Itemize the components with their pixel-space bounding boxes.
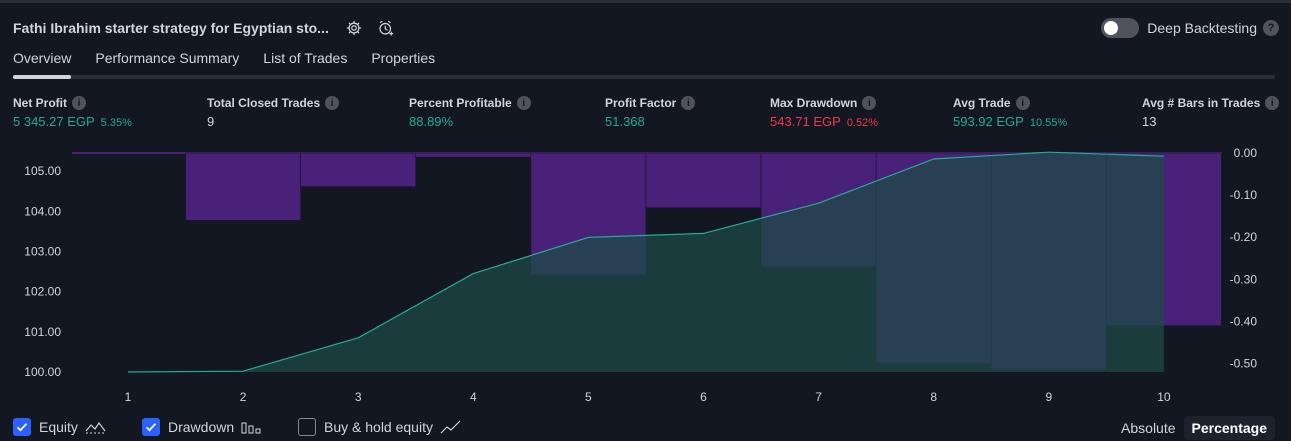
left-axis: 100.00 101.00 102.00 103.00 104.00 105.00: [24, 164, 61, 379]
deep-backtesting: Deep Backtesting ?: [1101, 18, 1279, 38]
tab-active-indicator: [13, 75, 71, 79]
x-axis: 1 2 3 4 5 6 7 8 9 10: [125, 390, 1171, 404]
checkbox-unchecked-icon[interactable]: [298, 418, 316, 436]
help-icon[interactable]: ?: [1263, 20, 1279, 36]
x-tick-label: 6: [700, 390, 707, 404]
alarm-clock-add-icon[interactable]: [375, 17, 397, 39]
x-tick-label: 5: [585, 390, 592, 404]
metric-percent: 10.55%: [1029, 117, 1068, 129]
buy-hold-label: Buy & hold equity: [324, 419, 433, 435]
left-tick-label: 104.00: [24, 204, 61, 218]
info-icon[interactable]: i: [681, 96, 696, 110]
metric-value: 51.368: [605, 114, 645, 129]
deep-backtesting-toggle[interactable]: [1101, 18, 1140, 38]
metric-label: Profit Factor: [605, 96, 677, 110]
metric-label: Total Closed Trades: [207, 96, 321, 110]
bar-chart-icon: [241, 420, 263, 434]
equity-checkbox[interactable]: Equity: [13, 418, 107, 436]
x-tick-label: 9: [1045, 390, 1052, 404]
metric-total-closed-trades: Total Closed Trades i 9: [207, 96, 340, 129]
drawdown-bar-5: [645, 152, 762, 209]
x-tick-label: 4: [470, 390, 477, 404]
bottom-bar: Equity Drawdown Buy & hold equity Absolu…: [13, 416, 1275, 440]
metric-label: Avg # Bars in Trades: [1142, 96, 1261, 110]
equity-label: Equity: [39, 419, 78, 435]
metric-avg-bars: Avg # Bars in Trades i 13: [1142, 96, 1280, 129]
tab-track: [13, 75, 1275, 79]
info-icon[interactable]: i: [1265, 96, 1280, 110]
equity-area: [128, 152, 1164, 372]
info-icon[interactable]: i: [72, 96, 86, 110]
info-icon[interactable]: i: [516, 96, 531, 110]
metric-percent: 0.52%: [846, 117, 879, 129]
metric-net-profit: Net Profit i 5 345.27 EGP 5.35%: [13, 96, 132, 129]
x-tick-label: 8: [930, 390, 937, 404]
metric-value: 593.92 EGP: [953, 114, 1024, 129]
metric-value: 9: [207, 114, 215, 129]
buy-hold-checkbox[interactable]: Buy & hold equity: [298, 418, 462, 436]
drawdown-bar-2: [300, 152, 417, 187]
tab-performance-summary[interactable]: Performance Summary: [95, 50, 240, 66]
drawdown-label: Drawdown: [168, 419, 235, 435]
metric-profit-factor: Profit Factor i 51.368: [605, 96, 696, 129]
display-mode-switch: Absolute Percentage: [1113, 416, 1275, 440]
equity-line: [127, 151, 1164, 373]
info-icon[interactable]: i: [862, 96, 877, 110]
right-tick-label: 0.00: [1234, 146, 1258, 160]
top-border: [0, 0, 1291, 3]
right-tick-label: -0.50: [1230, 357, 1258, 371]
trend-line-icon: [440, 420, 462, 434]
left-tick-label: 105.00: [24, 164, 61, 178]
info-icon[interactable]: i: [1015, 96, 1030, 110]
left-tick-label: 100.00: [24, 365, 61, 379]
right-tick-label: -0.10: [1230, 188, 1258, 202]
settings-gear-icon[interactable]: [343, 17, 365, 39]
metric-max-drawdown: Max Drawdown i 543.71 EGP 0.52%: [770, 96, 878, 129]
metric-percent-profitable: Percent Profitable i 88.89%: [409, 96, 531, 129]
deep-backtesting-label: Deep Backtesting: [1147, 20, 1257, 36]
metric-label: Net Profit: [13, 96, 67, 110]
absolute-button[interactable]: Absolute: [1121, 420, 1176, 436]
x-tick-label: 2: [240, 390, 247, 404]
x-tick-label: 3: [355, 390, 362, 404]
equity-line-icon: [85, 420, 107, 434]
tab-bar: Overview Performance Summary List of Tra…: [13, 50, 459, 72]
x-tick-label: 10: [1157, 390, 1171, 404]
metric-value: 543.71 EGP: [770, 114, 841, 129]
right-axis: 0.00 -0.10 -0.20 -0.30 -0.40 -0.50: [1230, 146, 1258, 371]
tab-properties[interactable]: Properties: [371, 50, 436, 66]
metric-label: Avg Trade: [953, 96, 1011, 110]
metric-label: Max Drawdown: [770, 96, 858, 110]
percentage-button[interactable]: Percentage: [1183, 416, 1275, 440]
right-tick-label: -0.20: [1230, 230, 1258, 244]
equity-series: [127, 151, 1164, 373]
metric-value: 13: [1142, 114, 1157, 129]
drawdown-checkbox[interactable]: Drawdown: [142, 418, 263, 436]
metric-percent: 5.35%: [100, 117, 132, 129]
left-tick-label: 102.00: [24, 285, 61, 299]
checkbox-checked-icon[interactable]: [142, 418, 160, 436]
checkbox-checked-icon[interactable]: [13, 418, 31, 436]
drawdown-bar-1: [185, 152, 301, 221]
strategy-title[interactable]: Fathi Ibrahim starter strategy for Egypt…: [13, 20, 329, 36]
x-tick-label: 1: [125, 390, 132, 404]
left-tick-label: 101.00: [24, 325, 61, 339]
right-tick-label: -0.30: [1230, 272, 1258, 286]
header: Fathi Ibrahim starter strategy for Egypt…: [13, 14, 1279, 42]
metric-value: 5 345.27 EGP: [13, 114, 95, 129]
metric-label: Percent Profitable: [409, 96, 512, 110]
tab-overview[interactable]: Overview: [13, 50, 72, 66]
metric-avg-trade: Avg Trade i 593.92 EGP 10.55%: [953, 96, 1067, 129]
info-icon[interactable]: i: [325, 96, 340, 110]
x-tick-label: 7: [815, 390, 822, 404]
right-tick-label: -0.40: [1230, 314, 1258, 328]
tab-list-of-trades[interactable]: List of Trades: [263, 50, 348, 66]
drawdown-bar-3: [415, 152, 532, 158]
left-tick-label: 103.00: [24, 244, 61, 258]
metric-value: 88.89%: [409, 114, 454, 129]
